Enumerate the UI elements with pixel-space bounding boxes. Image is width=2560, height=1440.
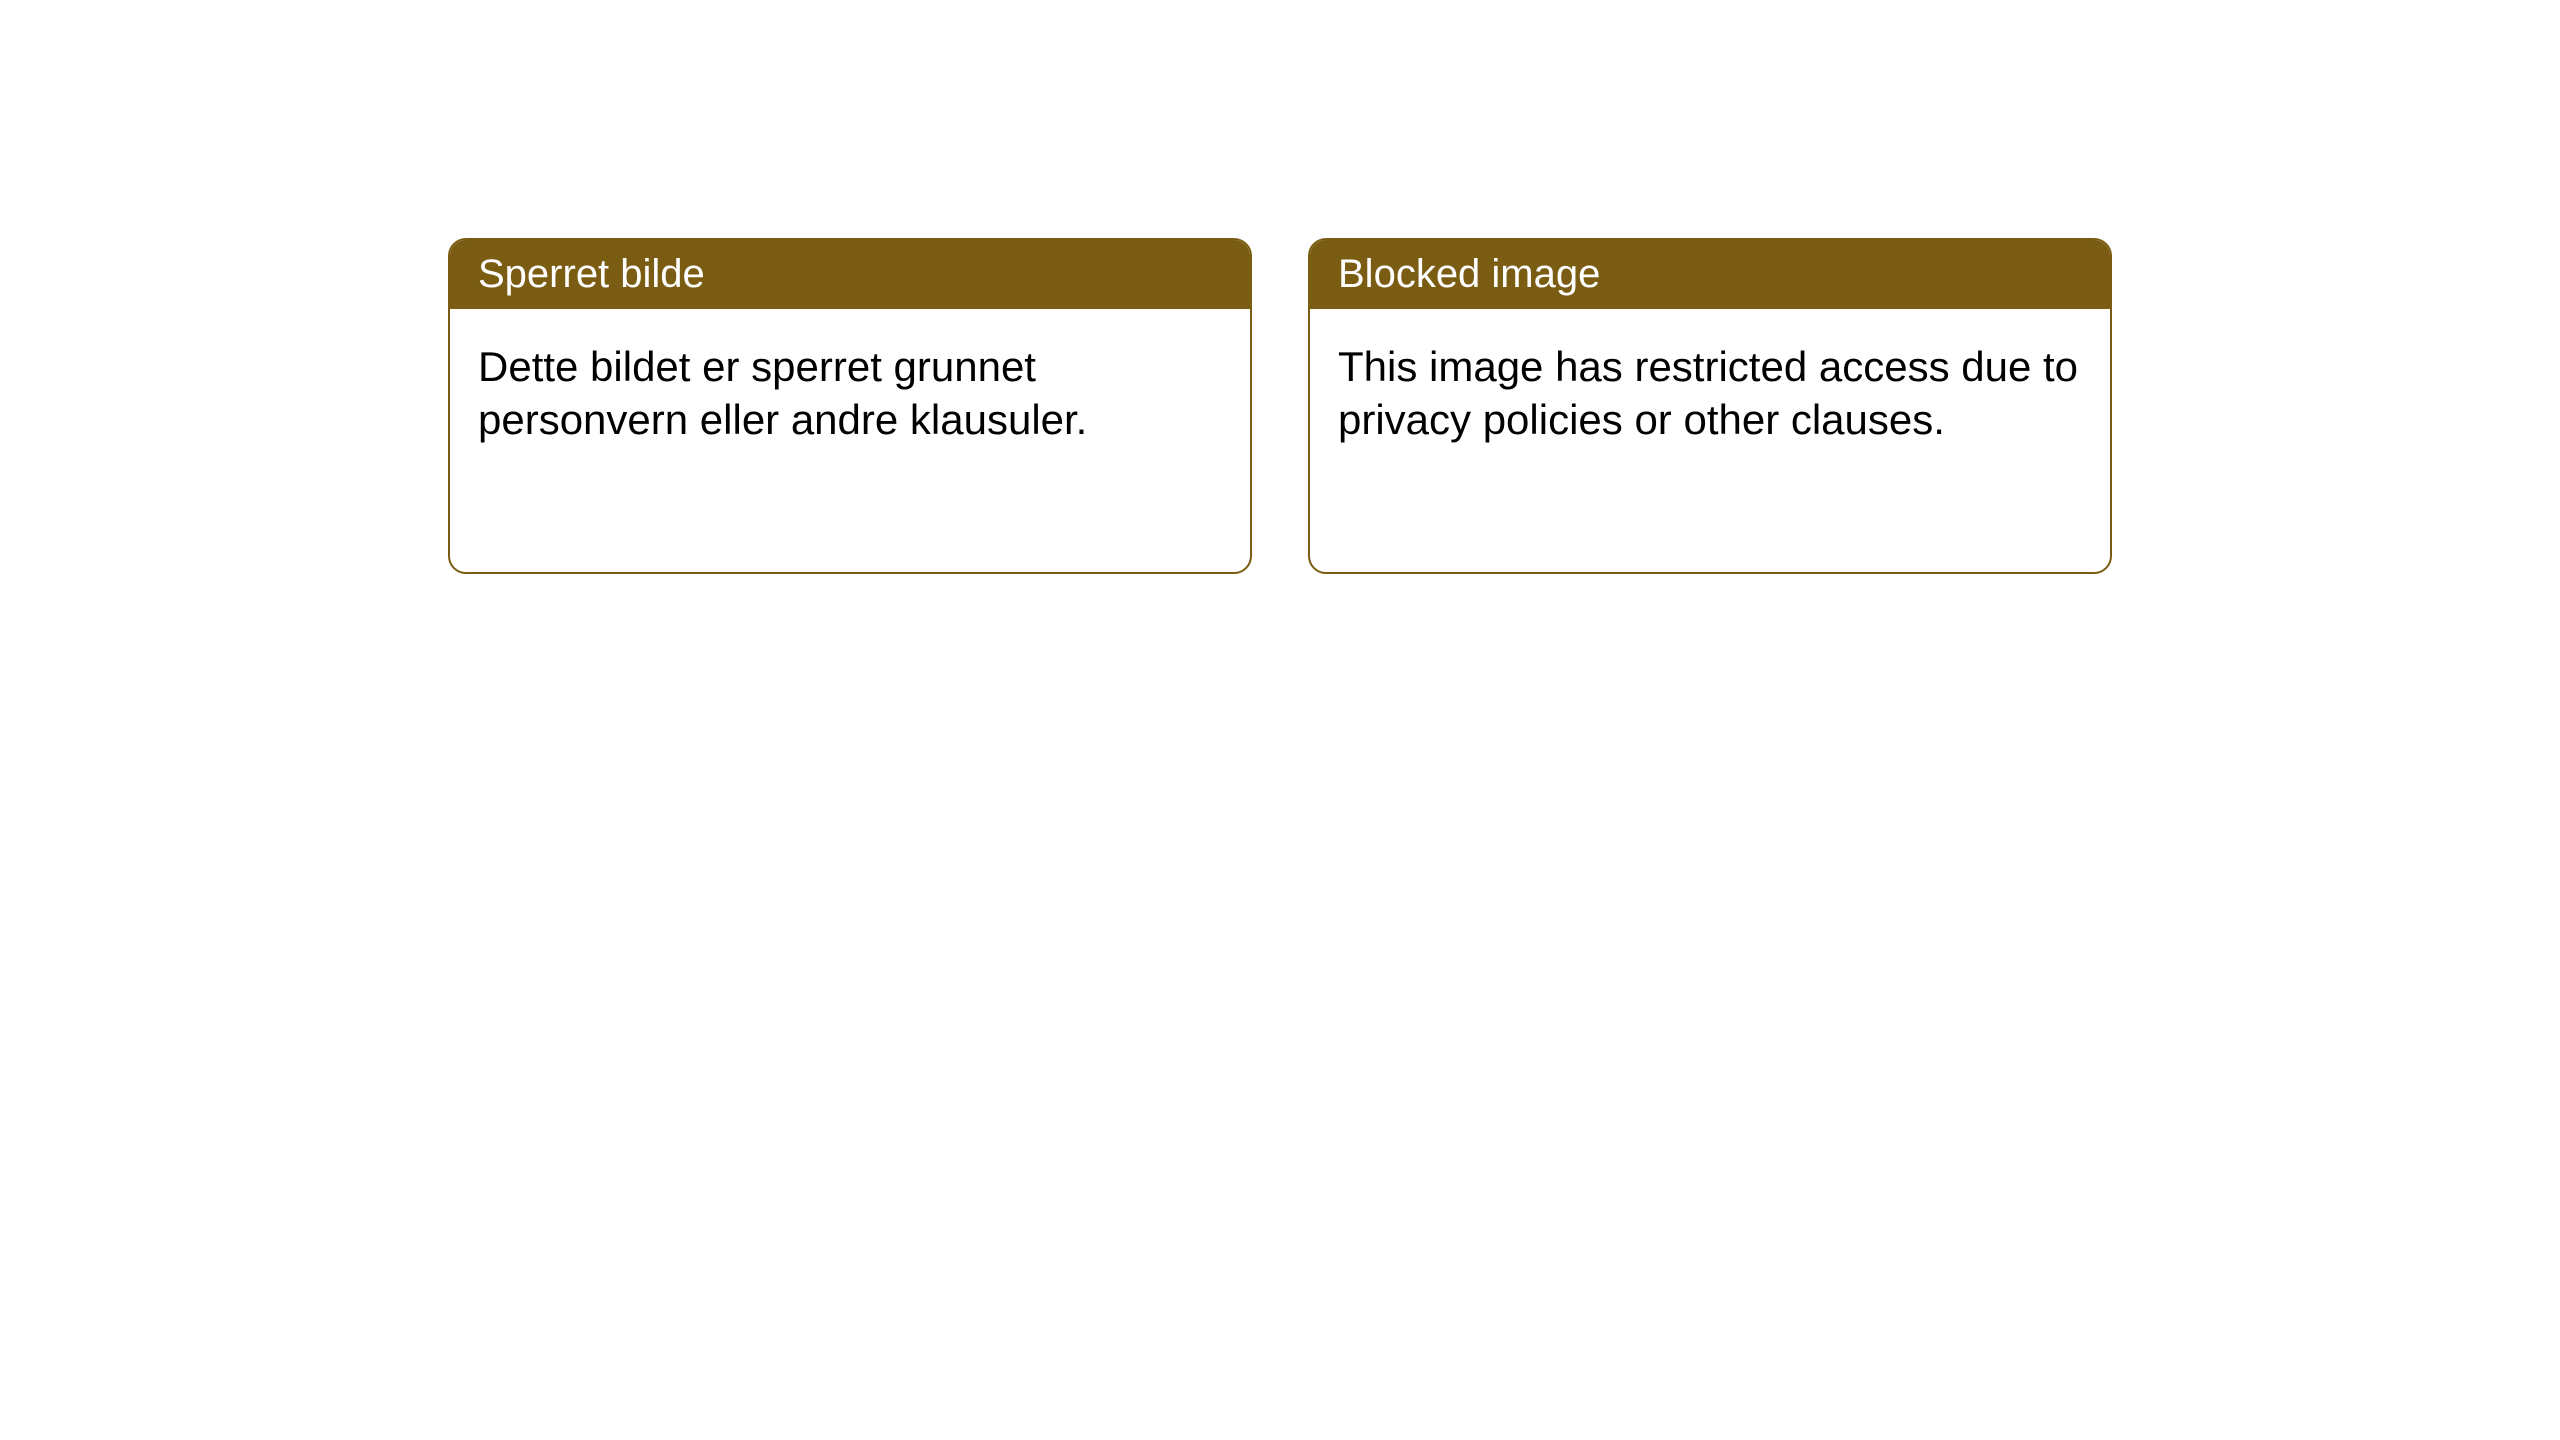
- notice-header: Blocked image: [1310, 240, 2110, 309]
- notice-header: Sperret bilde: [450, 240, 1250, 309]
- notice-body: Dette bildet er sperret grunnet personve…: [450, 309, 1250, 478]
- notice-title: Blocked image: [1338, 252, 1600, 296]
- notice-box-norwegian: Sperret bilde Dette bildet er sperret gr…: [448, 238, 1252, 574]
- notice-body-text: Dette bildet er sperret grunnet personve…: [478, 343, 1087, 443]
- notice-body: This image has restricted access due to …: [1310, 309, 2110, 478]
- notice-body-text: This image has restricted access due to …: [1338, 343, 2078, 443]
- notice-box-english: Blocked image This image has restricted …: [1308, 238, 2112, 574]
- notice-container: Sperret bilde Dette bildet er sperret gr…: [448, 238, 2112, 574]
- notice-title: Sperret bilde: [478, 252, 705, 296]
